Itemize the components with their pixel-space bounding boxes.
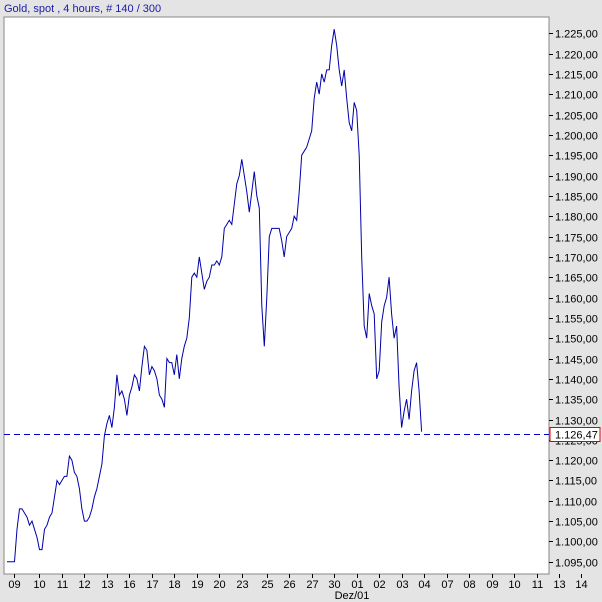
x-tick-label: 27	[306, 579, 318, 591]
y-tick-label: 1.205,00	[555, 111, 598, 123]
x-axis: 09 10 11 12 13 16 17 18 19 20 23 25 26 27 30 01 02 03 04 07…	[8, 574, 588, 591]
reference-value-box	[549, 427, 601, 442]
y-tick-label: 1.120,00	[555, 456, 598, 468]
y-tick-label: 1.210,00	[555, 90, 598, 102]
y-tick-label: 1.105,00	[555, 517, 598, 529]
x-tick-label: 23	[236, 579, 248, 591]
y-tick-label: 1.160,00	[555, 294, 598, 306]
x-tick-label: 03	[396, 579, 408, 591]
x-tick-label: 18	[168, 579, 180, 591]
chart-title: Gold, spot , 4 hours, # 140 / 300	[4, 3, 161, 15]
x-tick-label: 20	[213, 579, 225, 591]
x-tick-label: 10	[508, 579, 520, 591]
y-tick-label: 1.190,00	[555, 172, 598, 184]
y-tick-label: 1.200,00	[555, 131, 598, 143]
y-tick-label: 1.115,00	[555, 476, 597, 488]
x-tick-label: 02	[373, 579, 385, 591]
y-tick-label: 1.175,00	[555, 233, 598, 245]
x-tick-label: 14	[575, 579, 587, 591]
x-tick-label: 04	[418, 579, 430, 591]
x-tick-label: 07	[441, 579, 453, 591]
reference-value-label: 1.126,47	[555, 430, 598, 442]
plot-area	[3, 16, 550, 575]
y-tick-label: 1.135,00	[555, 395, 598, 407]
y-tick-label: 1.225,00	[555, 29, 598, 41]
y-tick-label: 1.155,00	[555, 314, 598, 326]
y-tick-label: 1.145,00	[555, 355, 598, 367]
y-tick-label: 1.130,00	[555, 416, 598, 428]
y-tick-label: 1.140,00	[555, 375, 598, 387]
y-tick-label: 1.095,00	[555, 558, 598, 570]
x-tick-label: 10	[33, 579, 45, 591]
y-tick-label: 1.165,00	[555, 273, 598, 285]
x-tick-label: 13	[553, 579, 565, 591]
x-tick-label: 11	[57, 579, 68, 591]
y-tick-label: 1.170,00	[555, 253, 598, 265]
y-tick-label: 1.220,00	[555, 50, 598, 62]
y-tick-label: 1.150,00	[555, 334, 598, 346]
x-tick-label: 17	[146, 579, 158, 591]
y-tick-label: 1.180,00	[555, 212, 598, 224]
y-tick-label: 1.110,00	[555, 497, 597, 509]
y-tick-label: 1.185,00	[555, 192, 598, 204]
x-tick-label: 12	[78, 579, 90, 591]
x-tick-label: 08	[463, 579, 475, 591]
y-tick-label: 1.100,00	[555, 537, 598, 549]
x-tick-label: 09	[8, 579, 20, 591]
x-tick-label: 16	[123, 579, 135, 591]
series-layer	[7, 29, 423, 563]
x-tick-label: 09	[486, 579, 498, 591]
reference-layer: 1.126,47	[4, 427, 601, 442]
x-tick-label: 19	[191, 579, 203, 591]
y-tick-label: 1.195,00	[555, 151, 598, 163]
price-series-line	[7, 29, 423, 563]
x-tick-label: 13	[101, 579, 113, 591]
x-tick-label: 11	[532, 579, 543, 591]
y-tick-label: 1.215,00	[555, 70, 598, 82]
y-axis: 1.095,00 1.100,00 1.105,00 1.110,00 1.115,00…	[549, 29, 598, 570]
x-tick-label: 30	[328, 579, 340, 591]
x-axis-label: Dez/01	[335, 590, 370, 602]
x-tick-label: 25	[261, 579, 273, 591]
x-tick-label: 26	[283, 579, 295, 591]
x-tick-label: 01	[351, 579, 363, 591]
